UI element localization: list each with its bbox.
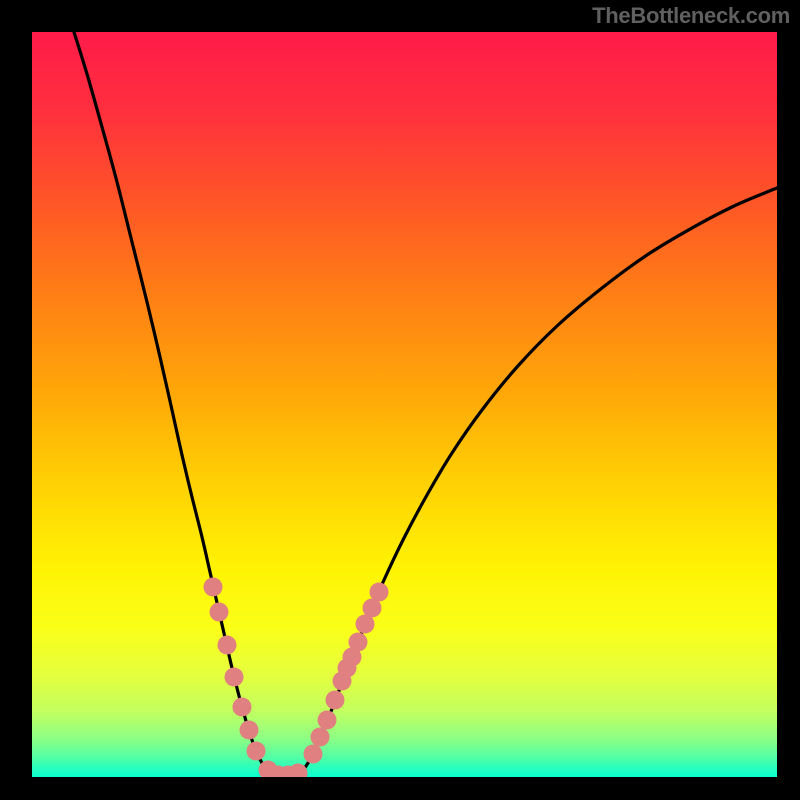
marker-dot xyxy=(204,578,223,597)
plot-background xyxy=(32,32,777,777)
marker-dot xyxy=(370,583,389,602)
marker-dot xyxy=(218,636,237,655)
marker-dot xyxy=(247,742,266,761)
marker-dot xyxy=(225,668,244,687)
marker-dot xyxy=(349,633,368,652)
marker-dot xyxy=(304,745,323,764)
marker-dot xyxy=(318,711,337,730)
marker-dot xyxy=(289,764,308,783)
marker-dot xyxy=(240,721,259,740)
marker-dot xyxy=(311,728,330,747)
marker-dot xyxy=(326,691,345,710)
bottleneck-chart xyxy=(0,0,800,800)
watermark-text: TheBottleneck.com xyxy=(592,3,790,29)
chart-frame: TheBottleneck.com xyxy=(0,0,800,800)
marker-dot xyxy=(233,698,252,717)
marker-dot xyxy=(210,603,229,622)
